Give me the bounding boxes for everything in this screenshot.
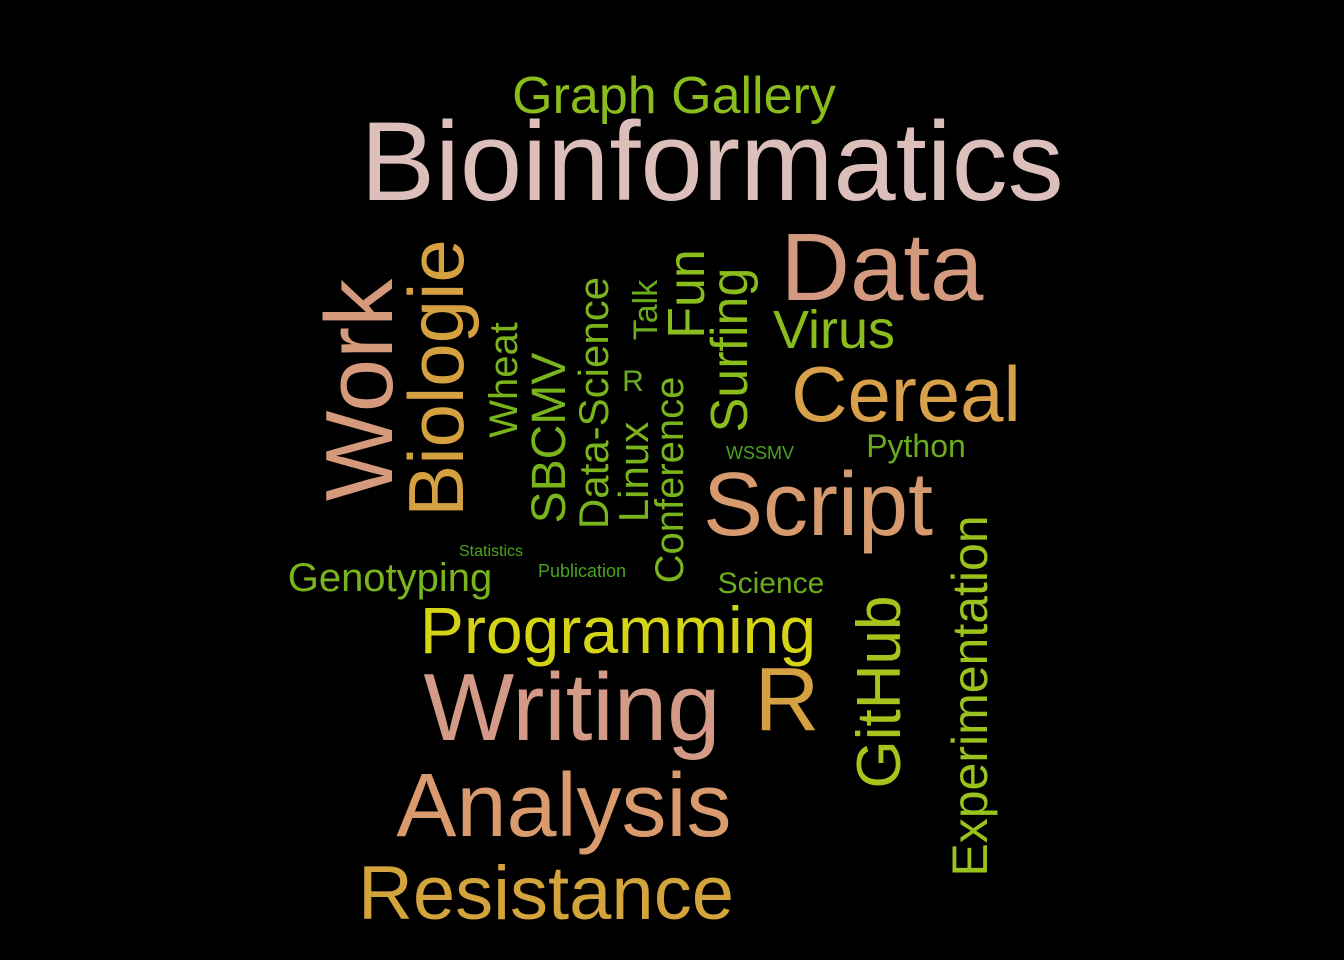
word-genotyping: Genotyping — [287, 556, 493, 600]
word-cereal: Cereal — [791, 350, 1021, 438]
word-publication: Publication — [537, 561, 627, 581]
word-data-science: Data-Science — [570, 276, 617, 530]
word-resistance: Resistance — [358, 851, 734, 936]
word-bioinformatics: Bioinformatics — [360, 99, 1064, 224]
word-r-large: R — [754, 650, 820, 750]
word-talk: Talk — [627, 279, 665, 341]
word-writing: Writing — [423, 654, 721, 761]
word-analysis: Analysis — [396, 756, 732, 856]
word-wssmv: WSSMV — [725, 443, 795, 463]
word-surfing: Surfing — [701, 267, 759, 433]
word-experimentation: Experimentation — [942, 515, 998, 877]
word-statistics: Statistics — [458, 543, 524, 560]
word-data: Data — [780, 214, 984, 321]
word-science: Science — [717, 567, 825, 600]
word-wheat: Wheat — [482, 322, 526, 438]
word-graph-gallery: Graph Gallery — [512, 67, 836, 125]
word-r-small: R — [622, 365, 644, 398]
word-script: Script — [702, 455, 934, 555]
word-virus: Virus — [772, 300, 896, 360]
word-sbcmv: SBCMV — [523, 352, 576, 524]
word-programming: Programming — [419, 593, 817, 667]
word-biologie: Biologie — [392, 239, 480, 517]
word-conference: Conference — [648, 376, 692, 584]
word-python: Python — [866, 428, 966, 464]
word-github: GitHub — [845, 595, 914, 789]
